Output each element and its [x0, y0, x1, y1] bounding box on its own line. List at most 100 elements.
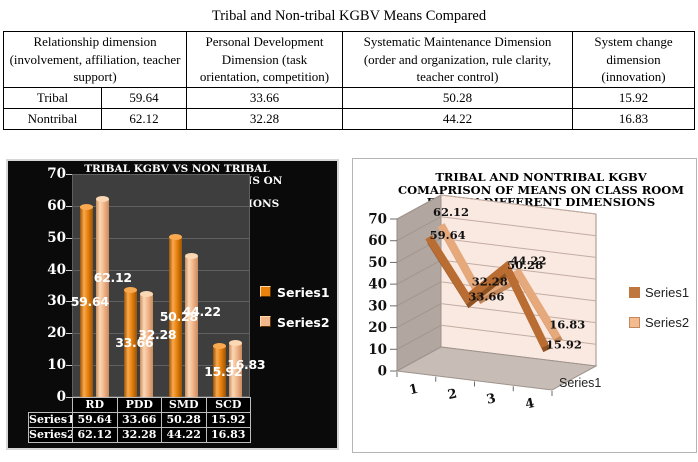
y-axis-tick	[66, 365, 72, 367]
gridline-side	[396, 259, 442, 285]
y-axis-label: 70	[47, 166, 66, 182]
ribbon-series2	[437, 223, 561, 340]
bar-data-label: 50.28	[159, 308, 198, 324]
data-cell: 15.92	[572, 87, 696, 109]
chart-title: TRIBAL AND NONTRIBAL KGBV COMAPRISON OF …	[391, 171, 691, 209]
y-axis-label: 50	[47, 229, 66, 246]
line-data-label: 50.28	[507, 258, 543, 272]
gridline-back	[440, 194, 597, 215]
chart-table-header: SMD	[161, 397, 207, 413]
line-data-label: 32.28	[472, 275, 508, 289]
bar-series1-rd	[79, 204, 93, 397]
line-data-label: 59.64	[430, 228, 466, 242]
line-chart-3d: TRIBAL AND NONTRIBAL KGBV COMAPRISON OF …	[352, 158, 697, 453]
bar-series2-scd	[229, 340, 243, 397]
data-cell: 44.22	[342, 108, 574, 130]
gridline	[72, 333, 250, 335]
bar-series2-pdd	[140, 291, 154, 397]
data-cell: 62.12	[100, 108, 188, 130]
gridline	[72, 237, 250, 239]
header-cell-personal: Personal Development Dimension (task ori…	[186, 31, 344, 88]
gridline	[72, 301, 250, 303]
chart-table-series-label: Series1	[28, 412, 75, 428]
gridline-side	[396, 194, 442, 220]
comparison-table: Relationship dimension (involvement, aff…	[2, 31, 696, 130]
y-axis-tick	[66, 301, 72, 303]
data-cell: 32.28	[186, 108, 344, 130]
bar-cap	[168, 233, 182, 240]
bar-data-label: 44.22	[182, 304, 221, 320]
y-axis-tick	[66, 237, 72, 239]
bar-cap	[213, 343, 227, 350]
line-data-label: 33.66	[468, 289, 504, 303]
bar-data-label: 62.12	[93, 270, 132, 286]
y-axis-label: 10	[368, 342, 387, 358]
gridline-back	[440, 324, 597, 345]
chart-table-value: 62.12	[72, 427, 118, 443]
y-axis-label: 30	[47, 293, 66, 310]
y-axis-tick	[66, 205, 72, 207]
gridline-side	[396, 303, 442, 329]
row-label: Nontribal	[3, 108, 102, 130]
chart-table-value: 50.28	[161, 412, 207, 428]
x-axis-label: 3	[485, 391, 497, 408]
chart-table-value: 32.28	[116, 427, 162, 443]
table-header-row: Relationship dimension (involvement, aff…	[2, 31, 696, 88]
x-axis-label: 4	[524, 396, 536, 413]
bar-series1-pdd	[124, 286, 138, 397]
gridline-side	[396, 281, 442, 307]
side-wall	[396, 194, 442, 372]
bar-cap	[229, 340, 243, 347]
bar-data-label: 33.66	[115, 335, 154, 351]
bar-data-label: 16.83	[227, 356, 266, 372]
legend-swatch-series2	[260, 316, 271, 327]
table-row-nontribal: Nontribal 62.12 32.28 44.22 16.83	[3, 108, 696, 130]
bar-cap	[140, 291, 154, 298]
bar-series2-rd	[95, 196, 109, 397]
legend-label: Series2	[277, 315, 330, 330]
floor	[395, 346, 598, 391]
data-cell: 59.64	[100, 87, 188, 109]
bar-cap	[184, 253, 198, 260]
y-axis-label: 60	[368, 233, 387, 249]
chart-title-line: TRIBAL KGBV VS NON TRIBAL	[84, 163, 270, 175]
gridline-back	[440, 237, 597, 258]
data-cell: 50.28	[342, 87, 574, 109]
gridline	[72, 174, 250, 175]
line-data-label: 62.12	[433, 205, 469, 219]
gridline-back	[440, 303, 597, 324]
chart-table-value: 44.22	[161, 427, 207, 443]
header-cell-relationship: Relationship dimension (involvement, aff…	[2, 31, 188, 88]
gridline-back	[440, 216, 597, 237]
bar-series1-smd	[168, 233, 182, 397]
bar-chart: TRIBAL KGBV VS NON TRIBAL KGBVCOMPARISON…	[6, 159, 339, 450]
y-axis-label: 20	[368, 320, 387, 336]
legend-label: Series2	[645, 315, 690, 330]
bar-cap	[124, 286, 138, 293]
y-axis-label: 0	[56, 389, 66, 405]
y-axis-label: 10	[47, 357, 66, 374]
depth-axis-label: Series1	[559, 376, 601, 390]
ribbon-series1	[425, 235, 549, 349]
bar-cap	[95, 196, 109, 203]
header-cell-systemchange: System change dimension (innovation)	[572, 31, 696, 88]
y-axis-label: 70	[368, 212, 387, 228]
chart-table-header: RD	[72, 397, 118, 413]
gridline	[72, 205, 250, 207]
data-cell: 16.83	[572, 108, 696, 130]
table-row-tribal: Tribal 59.64 33.66 50.28 15.92	[3, 87, 696, 109]
y-axis-tick	[66, 174, 72, 175]
chart-table-header: PDD	[116, 397, 162, 413]
line-data-label: 16.83	[549, 318, 585, 332]
bar-cap	[79, 204, 93, 210]
x-axis-label: 1	[408, 382, 420, 399]
data-cell: 33.66	[186, 87, 344, 109]
legend-label: Series1	[277, 285, 330, 300]
chart-table-value: 33.66	[116, 412, 162, 428]
chart-table-header: SCD	[205, 397, 251, 413]
y-axis-tick	[66, 397, 72, 398]
bar-series1-scd	[213, 343, 227, 397]
line-data-label: 44.22	[511, 253, 547, 267]
y-axis-label: 60	[47, 197, 66, 214]
gridline-side	[396, 324, 442, 350]
